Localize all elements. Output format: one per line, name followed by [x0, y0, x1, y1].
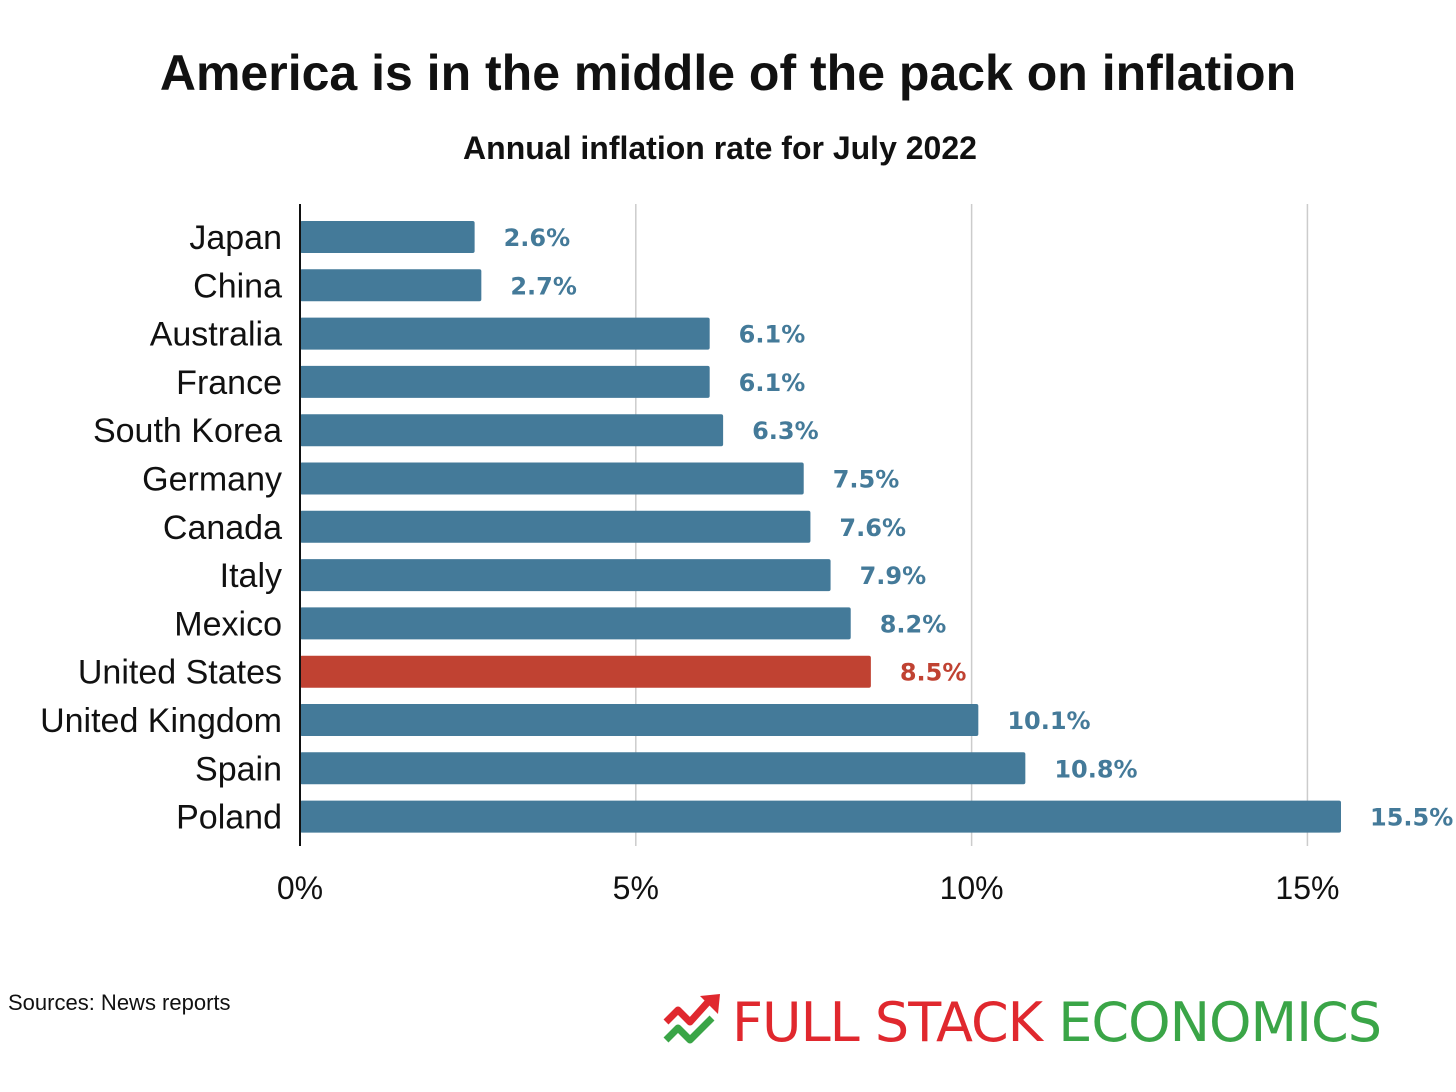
data-label: 6.3% — [752, 417, 819, 445]
data-label: 10.1% — [1007, 707, 1090, 735]
chart-title: America is in the middle of the pack on … — [159, 45, 1297, 101]
bar — [300, 462, 804, 495]
brand-word-full-stack: FULL STACK — [732, 990, 1043, 1054]
bar — [300, 414, 724, 447]
data-label: 8.5% — [900, 659, 967, 687]
chart-subtitle: Annual inflation rate for July 2022 — [463, 130, 977, 166]
x-tick-label: 15% — [1275, 870, 1339, 906]
x-tick-label: 10% — [940, 870, 1004, 906]
category-label: Germany — [142, 461, 282, 499]
x-tick-label: 5% — [613, 870, 659, 906]
category-label: Italy — [220, 557, 282, 595]
data-label: 6.1% — [739, 321, 806, 349]
data-label: 2.7% — [510, 272, 577, 300]
category-label: France — [176, 364, 282, 402]
category-label: Mexico — [174, 605, 282, 643]
trend-arrow-icon — [663, 994, 720, 1044]
category-label: Australia — [150, 316, 282, 354]
brand-word-economics: ECONOMICS — [1058, 990, 1382, 1054]
category-label: Poland — [176, 799, 282, 837]
bar — [300, 800, 1341, 833]
bar-chart: Japan 2.6% China 2.7% Australia 6.1% France 6.1… — [40, 204, 1453, 906]
bar — [300, 559, 831, 592]
brand-name: FULL STACK ECONOMICS — [732, 990, 1382, 1054]
bar — [300, 317, 710, 350]
data-label: 15.5% — [1370, 804, 1453, 832]
bar — [300, 607, 851, 640]
brand-logo: FULL STACK ECONOMICS — [662, 990, 1382, 1054]
bar — [300, 510, 811, 543]
data-label: 7.6% — [839, 514, 906, 542]
data-label: 7.9% — [860, 562, 927, 590]
data-label: 8.2% — [880, 610, 947, 638]
x-tick-label: 0% — [277, 870, 323, 906]
bar — [300, 365, 710, 398]
category-label: Canada — [163, 509, 282, 547]
bar — [300, 704, 979, 736]
category-label: Japan — [189, 219, 282, 257]
bar — [300, 221, 475, 253]
data-label: 10.8% — [1054, 755, 1137, 783]
category-label: United States — [78, 654, 282, 692]
bar — [300, 752, 1026, 785]
bar — [300, 655, 871, 688]
data-label: 2.6% — [504, 224, 571, 252]
data-label: 7.5% — [833, 466, 900, 494]
source-note: Sources: News reports — [8, 990, 231, 1015]
category-label: South Korea — [93, 412, 282, 450]
category-label: China — [193, 267, 282, 305]
data-label: 6.1% — [739, 369, 806, 397]
bar — [300, 269, 482, 302]
category-label: United Kingdom — [40, 702, 282, 740]
category-label: Spain — [195, 750, 282, 788]
